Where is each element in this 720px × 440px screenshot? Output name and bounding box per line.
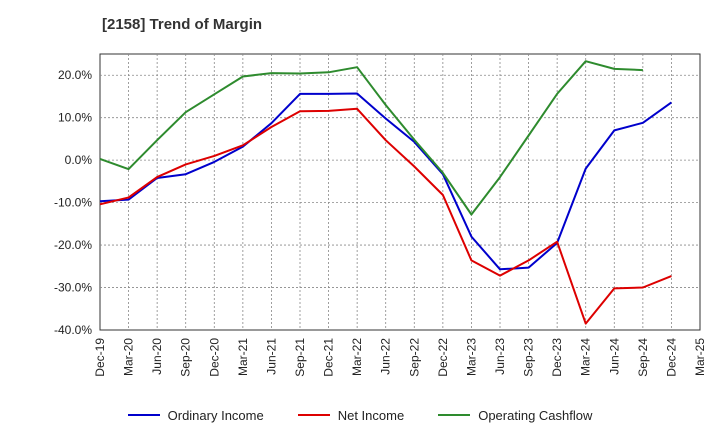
legend-item-ordinary-income: Ordinary Income (127, 407, 264, 423)
plot-border (99, 53, 701, 331)
x-tick-label: Mar-20 (122, 338, 136, 376)
x-tick-label: Mar-22 (350, 338, 364, 376)
x-tick-label: Dec-22 (436, 338, 450, 377)
x-tick-label: Dec-21 (322, 338, 336, 377)
legend-label: Net Income (337, 407, 405, 423)
gridlines (100, 54, 700, 330)
x-tick-label: Dec-23 (550, 338, 564, 377)
series-line-ordinary-income (99, 92, 672, 271)
y-axis: 20.0% 10.0% 0.0% -10.0% -20.0% -30.0% -40.0% (54, 68, 92, 337)
legend: Ordinary Income Net Income Operating Cashf… (0, 405, 720, 425)
legend-swatch (438, 414, 471, 416)
legend-item-net-income: Net Income (297, 407, 405, 423)
x-tick-label: Sep-24 (636, 338, 650, 377)
x-tick-label: Jun-20 (150, 338, 164, 375)
x-tick-label: Mar-21 (236, 338, 250, 376)
y-tick-label: -10.0% (54, 196, 92, 210)
plot-area (99, 53, 701, 331)
x-tick-label: Mar-23 (464, 338, 478, 376)
x-tick-label: Jun-24 (607, 338, 621, 375)
x-tick-label: Sep-21 (293, 338, 307, 377)
x-tick-label: Jun-21 (264, 338, 278, 375)
legend-item-operating-cashflow: Operating Cashflow (438, 408, 592, 423)
series-line-net-income (99, 107, 672, 325)
x-tick-label: Sep-22 (407, 338, 421, 377)
legend-swatch (127, 414, 160, 416)
x-tick-label: Sep-23 (522, 338, 536, 377)
y-tick-label: -40.0% (54, 323, 92, 337)
series-line-operating-cashflow (99, 60, 643, 216)
x-tick-label: Sep-20 (179, 338, 193, 377)
legend-label: Operating Cashflow (478, 407, 593, 423)
y-tick-label: -30.0% (54, 281, 92, 295)
x-tick-label: Dec-19 (93, 338, 107, 377)
legend-swatch (297, 414, 330, 416)
y-tick-label: 10.0% (58, 111, 92, 125)
x-axis: Dec-19 Mar-20 Jun-20 Sep-20 Dec-20 Mar-21 Jun-… (93, 338, 707, 377)
y-tick-label: 0.0% (65, 153, 93, 167)
x-tick-label: Mar-25 (693, 338, 707, 376)
x-tick-label: Jun-22 (379, 338, 393, 375)
x-tick-label: Dec-24 (664, 338, 678, 377)
y-tick-label: -20.0% (54, 238, 92, 252)
chart-title: [2158] Trend of Margin (102, 16, 263, 33)
y-tick-label: 20.0% (58, 68, 92, 82)
series-lines (99, 60, 672, 325)
legend-label: Ordinary Income (167, 407, 264, 423)
x-tick-label: Jun-23 (493, 338, 507, 375)
x-tick-label: Dec-20 (207, 338, 221, 377)
x-tick-label: Mar-24 (579, 338, 593, 376)
